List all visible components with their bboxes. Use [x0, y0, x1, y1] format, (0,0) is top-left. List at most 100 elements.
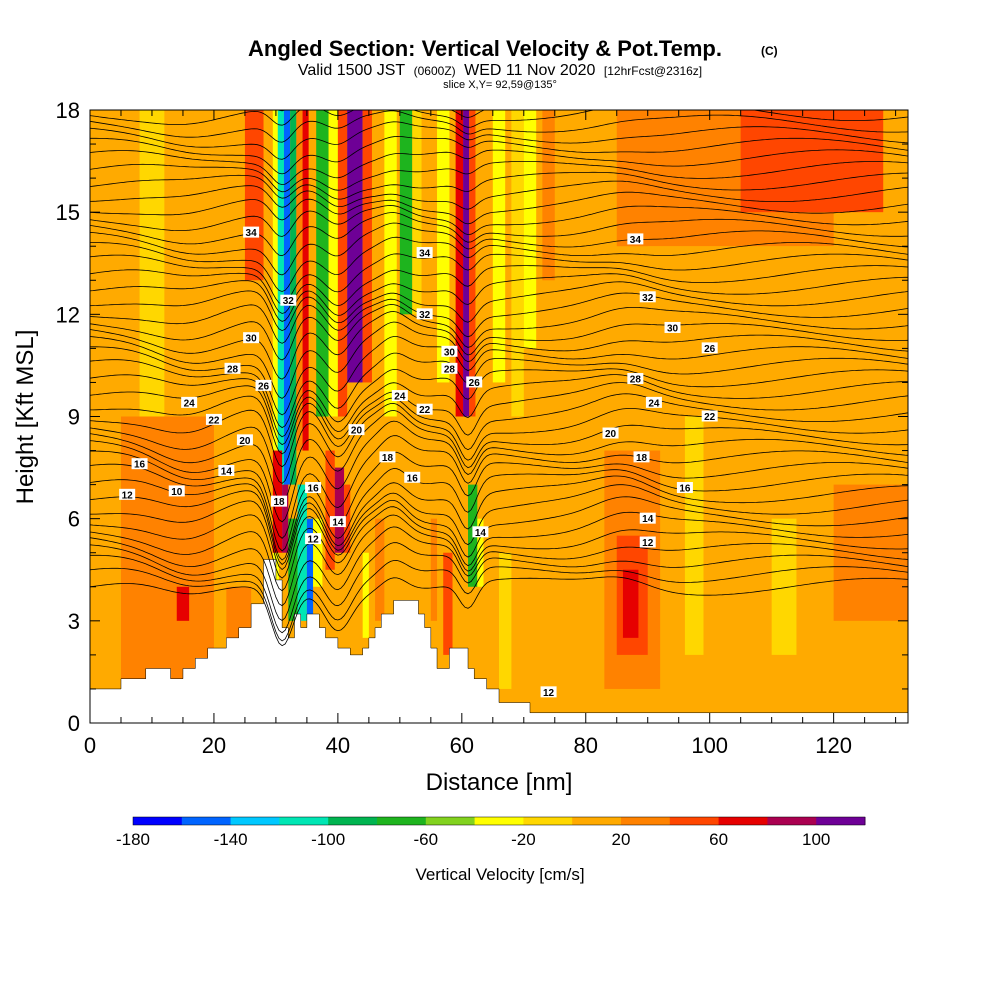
contour-label-bg — [168, 485, 185, 497]
contour-label-bg — [305, 533, 322, 545]
colorbar-swatch — [669, 817, 720, 825]
contour-label-text: 28 — [227, 364, 239, 375]
y-tick-label: 18 — [56, 98, 80, 123]
colorbar-tick-label: 100 — [802, 830, 830, 849]
contour-label-text: 20 — [351, 426, 363, 437]
theta-contour-line — [90, 311, 908, 380]
contour-label: 18 — [271, 495, 288, 508]
contour-label-bg — [236, 434, 253, 446]
y-tick-label: 15 — [56, 200, 80, 225]
y-tick-label: 9 — [68, 405, 80, 430]
colorbar-swatch — [523, 817, 573, 825]
contour-label-text: 28 — [630, 375, 642, 386]
contour-label-text: 22 — [704, 412, 716, 423]
contour-label-bg — [243, 332, 260, 344]
contour-label: 12 — [305, 533, 322, 546]
contour-label-text: 30 — [444, 347, 456, 358]
contour-label-bg — [218, 464, 235, 476]
theta-contour-line — [90, 382, 908, 455]
forecast-info: [12hrFcst@2316z] — [604, 64, 702, 78]
velocity-cell — [316, 110, 329, 417]
contour-label: 24 — [645, 396, 662, 409]
contour-label-text: 14 — [475, 528, 487, 539]
contour-label-bg — [329, 516, 346, 528]
contour-label-text: 24 — [648, 398, 660, 409]
velocity-cell — [399, 110, 413, 315]
contour-label: 14 — [218, 464, 235, 477]
contour-label-text: 24 — [394, 392, 406, 403]
contour-label-bg — [280, 294, 297, 306]
contour-label-bg — [391, 390, 408, 402]
contour-label-bg — [472, 526, 489, 538]
contour-label-text: 30 — [667, 323, 679, 334]
theta-contour-line — [90, 374, 908, 446]
contour-label: 34 — [243, 226, 260, 239]
contour-labels: 34 34 34 32 32 32 30 30 30 28 28 28 26 26 26 24 24 24 22 22… — [119, 226, 718, 699]
contour-label: 34 — [416, 247, 433, 260]
colorbar-tick-label: 20 — [612, 830, 631, 849]
contour-label-bg — [119, 488, 136, 500]
theta-contour-line — [90, 542, 908, 634]
contour-label-text: 34 — [246, 228, 258, 239]
theta-contour-line — [90, 149, 908, 186]
plot-area: 34 34 34 32 32 32 30 30 30 28 28 28 26 26 26 24 24 24 22 22… — [90, 110, 908, 723]
contour-label: 30 — [441, 345, 458, 358]
x-tick-label: 100 — [691, 733, 728, 758]
colorbar-swatch — [377, 817, 427, 825]
contour-label-bg — [676, 482, 693, 494]
contour-label: 28 — [224, 362, 241, 375]
velocity-cell — [412, 110, 422, 315]
contour-label-bg — [181, 396, 198, 408]
colorbar-tick-label: 60 — [709, 830, 728, 849]
contour-label-text: 16 — [679, 484, 691, 495]
theta-contour-line — [90, 281, 908, 332]
contour-label: 34 — [627, 233, 644, 246]
theta-contour-line — [90, 191, 908, 225]
contour-label-text: 30 — [246, 334, 258, 345]
valid-zulu: (0600Z) — [414, 64, 456, 78]
y-tick-label: 12 — [56, 302, 80, 327]
velocity-cell — [244, 110, 264, 281]
theta-contour-line — [90, 468, 908, 561]
contour-label: 28 — [627, 373, 644, 386]
contour-label: 22 — [205, 413, 222, 426]
velocity-cell — [463, 110, 470, 417]
velocity-cell — [477, 518, 484, 587]
contour-label-text: 20 — [239, 436, 251, 447]
contour-label: 16 — [404, 471, 421, 484]
contour-label-bg — [305, 482, 322, 494]
contour-label: 14 — [329, 516, 346, 529]
contour-label-bg — [701, 410, 718, 422]
theta-contour-line — [90, 135, 908, 175]
contour-label-bg — [404, 471, 421, 483]
theta-contour-line — [90, 559, 908, 642]
contour-label-text: 12 — [122, 490, 134, 501]
contour-label: 16 — [305, 482, 322, 495]
colorbar-tick-label: -140 — [214, 830, 248, 849]
theta-contour-line — [90, 171, 908, 200]
contour-label-text: 18 — [273, 497, 285, 508]
contour-label-bg — [416, 403, 433, 415]
contour-label-bg — [348, 424, 365, 436]
velocity-cell — [296, 110, 303, 451]
theta-contour-line — [90, 205, 908, 237]
chart-title-tag: (C) — [761, 44, 778, 58]
contour-label: 32 — [416, 308, 433, 321]
colorbar-swatch — [474, 817, 524, 825]
contour-label-bg — [540, 686, 557, 698]
contour-label: 32 — [639, 291, 656, 304]
contour-label-text: 26 — [258, 381, 270, 392]
velocity-cell — [347, 110, 363, 383]
theta-contour-line — [90, 475, 908, 565]
chart-title: Angled Section: Vertical Velocity & Pot.… — [248, 36, 722, 61]
theta-contour-line — [90, 212, 908, 257]
contour-label: 32 — [280, 294, 297, 307]
colorbar-swatch — [328, 817, 378, 825]
contour-label: 12 — [540, 686, 557, 699]
colorbar-swatch — [230, 817, 280, 825]
theta-contour-line — [90, 180, 908, 210]
theta-contour-line — [90, 409, 908, 504]
theta-contour-line — [90, 496, 908, 579]
theta-contour-line — [90, 514, 908, 607]
contour-label-bg — [639, 291, 656, 303]
